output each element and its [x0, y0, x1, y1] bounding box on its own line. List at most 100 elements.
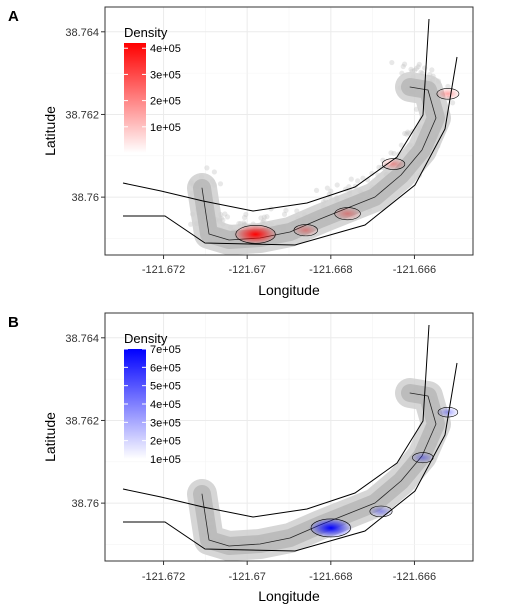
- observation-point: [415, 64, 421, 70]
- observation-point: [411, 67, 418, 73]
- observation-point: [416, 61, 422, 67]
- observation-point: [408, 66, 414, 72]
- x-tick-label: -121.672: [142, 571, 185, 583]
- river-bank-north: [122, 18, 430, 212]
- x-tick-label: -121.67: [229, 264, 266, 276]
- observation-point: [258, 215, 264, 221]
- observation-point: [401, 61, 408, 67]
- density-hotspot: [292, 223, 319, 237]
- river-bank-north: [122, 324, 430, 518]
- observation-point: [404, 131, 410, 137]
- observation-point: [348, 176, 354, 182]
- legend-label: 3e+05: [150, 417, 181, 429]
- observation-point: [211, 169, 217, 175]
- x-tick-label: -121.668: [309, 264, 352, 276]
- observation-point: [224, 214, 231, 220]
- observation-point: [360, 175, 366, 181]
- observation-point: [204, 165, 210, 171]
- legend-label: 3e+05: [150, 69, 181, 81]
- observation-point: [389, 59, 395, 66]
- observation-point: [283, 207, 289, 214]
- observation-point: [188, 221, 194, 227]
- legend-label: 2e+05: [150, 436, 181, 448]
- density-hotspot: [411, 452, 435, 464]
- observation-point: [324, 185, 330, 191]
- observation-point: [217, 181, 224, 187]
- observation-point: [406, 130, 412, 136]
- density-contour-core: [201, 392, 437, 547]
- river-bank-south: [123, 56, 458, 246]
- x-tick-label: -121.666: [393, 571, 436, 583]
- chart-panel-a: A -121.672 -121.67 -121.668 -121.666 38.76 38.…: [8, 6, 474, 298]
- density-hotspot: [435, 87, 461, 100]
- plot-area: [122, 18, 461, 255]
- density-contour: [293, 224, 318, 237]
- observation-point: [391, 150, 397, 157]
- legend-label: 4e+05: [150, 399, 181, 411]
- observation-point: [346, 184, 352, 190]
- observation-point: [413, 65, 419, 72]
- density-hotspot: [436, 406, 459, 418]
- plot-area: [122, 324, 459, 561]
- observation-point: [405, 129, 411, 135]
- observation-point: [222, 211, 228, 217]
- grid-lines: [105, 313, 473, 561]
- legend: Density 4e+05 3e+05 2e+05 1e+05: [124, 25, 181, 153]
- y-axis-title: Latitude: [42, 106, 58, 156]
- legend-label: 1e+05: [150, 454, 181, 466]
- observation-point: [268, 206, 274, 212]
- observation-point: [445, 83, 451, 90]
- x-axis-title: Longitude: [258, 282, 320, 298]
- plot-border: [104, 312, 474, 562]
- x-tick-label: -121.668: [309, 571, 352, 583]
- panel-label: A: [8, 8, 19, 25]
- y-tick-label: 38.76: [71, 498, 99, 510]
- observation-point: [449, 100, 456, 106]
- density-hotspot: [233, 224, 278, 245]
- observation-point: [398, 142, 404, 148]
- observation-point: [243, 211, 249, 218]
- legend-label: 5e+05: [150, 381, 181, 393]
- river-bank-south: [123, 362, 458, 552]
- observation-point: [334, 182, 340, 188]
- legend-colorbar: [124, 349, 146, 459]
- density-hotspots: [308, 406, 459, 538]
- density-contour: [235, 225, 276, 244]
- y-axis-title: Latitude: [42, 412, 58, 462]
- legend-label: 7e+05: [150, 344, 181, 356]
- observation-point: [429, 67, 435, 73]
- panel-label: B: [8, 314, 19, 331]
- y-tick-label: 38.76: [71, 192, 99, 204]
- x-tick-label: -121.672: [142, 264, 185, 276]
- density-hotspot: [333, 206, 362, 221]
- density-contour: [310, 518, 351, 538]
- density-hotspot: [368, 505, 394, 518]
- observation-point: [313, 187, 320, 193]
- x-tick-label: -121.666: [393, 264, 436, 276]
- legend-title: Density: [124, 25, 168, 40]
- x-tick-label: -121.67: [229, 571, 266, 583]
- density-contour: [334, 207, 361, 221]
- y-tick-label: 38.764: [65, 27, 99, 39]
- observation-point: [388, 150, 394, 156]
- observation-point: [281, 211, 288, 217]
- y-tick-label: 38.764: [65, 333, 99, 345]
- plot-border: [104, 6, 474, 256]
- observation-point: [241, 214, 248, 221]
- y-tick-label: 38.762: [65, 415, 99, 427]
- observation-point: [355, 178, 361, 184]
- observation-point: [369, 170, 375, 176]
- density-hotspots: [233, 87, 461, 245]
- legend-colorbar: [124, 43, 146, 153]
- observation-point: [261, 214, 267, 220]
- chart-panel-b: B -121.672 -121.67 -121.668 -121.666 38.76 38.…: [8, 312, 474, 604]
- observation-point: [402, 130, 408, 137]
- legend-label: 6e+05: [150, 362, 181, 374]
- density-contour: [436, 88, 460, 100]
- legend-label: 4e+05: [150, 43, 181, 55]
- density-hotspot: [380, 157, 407, 171]
- observation-point: [328, 188, 334, 194]
- legend-title: Density: [124, 331, 168, 346]
- observation-point: [264, 214, 270, 220]
